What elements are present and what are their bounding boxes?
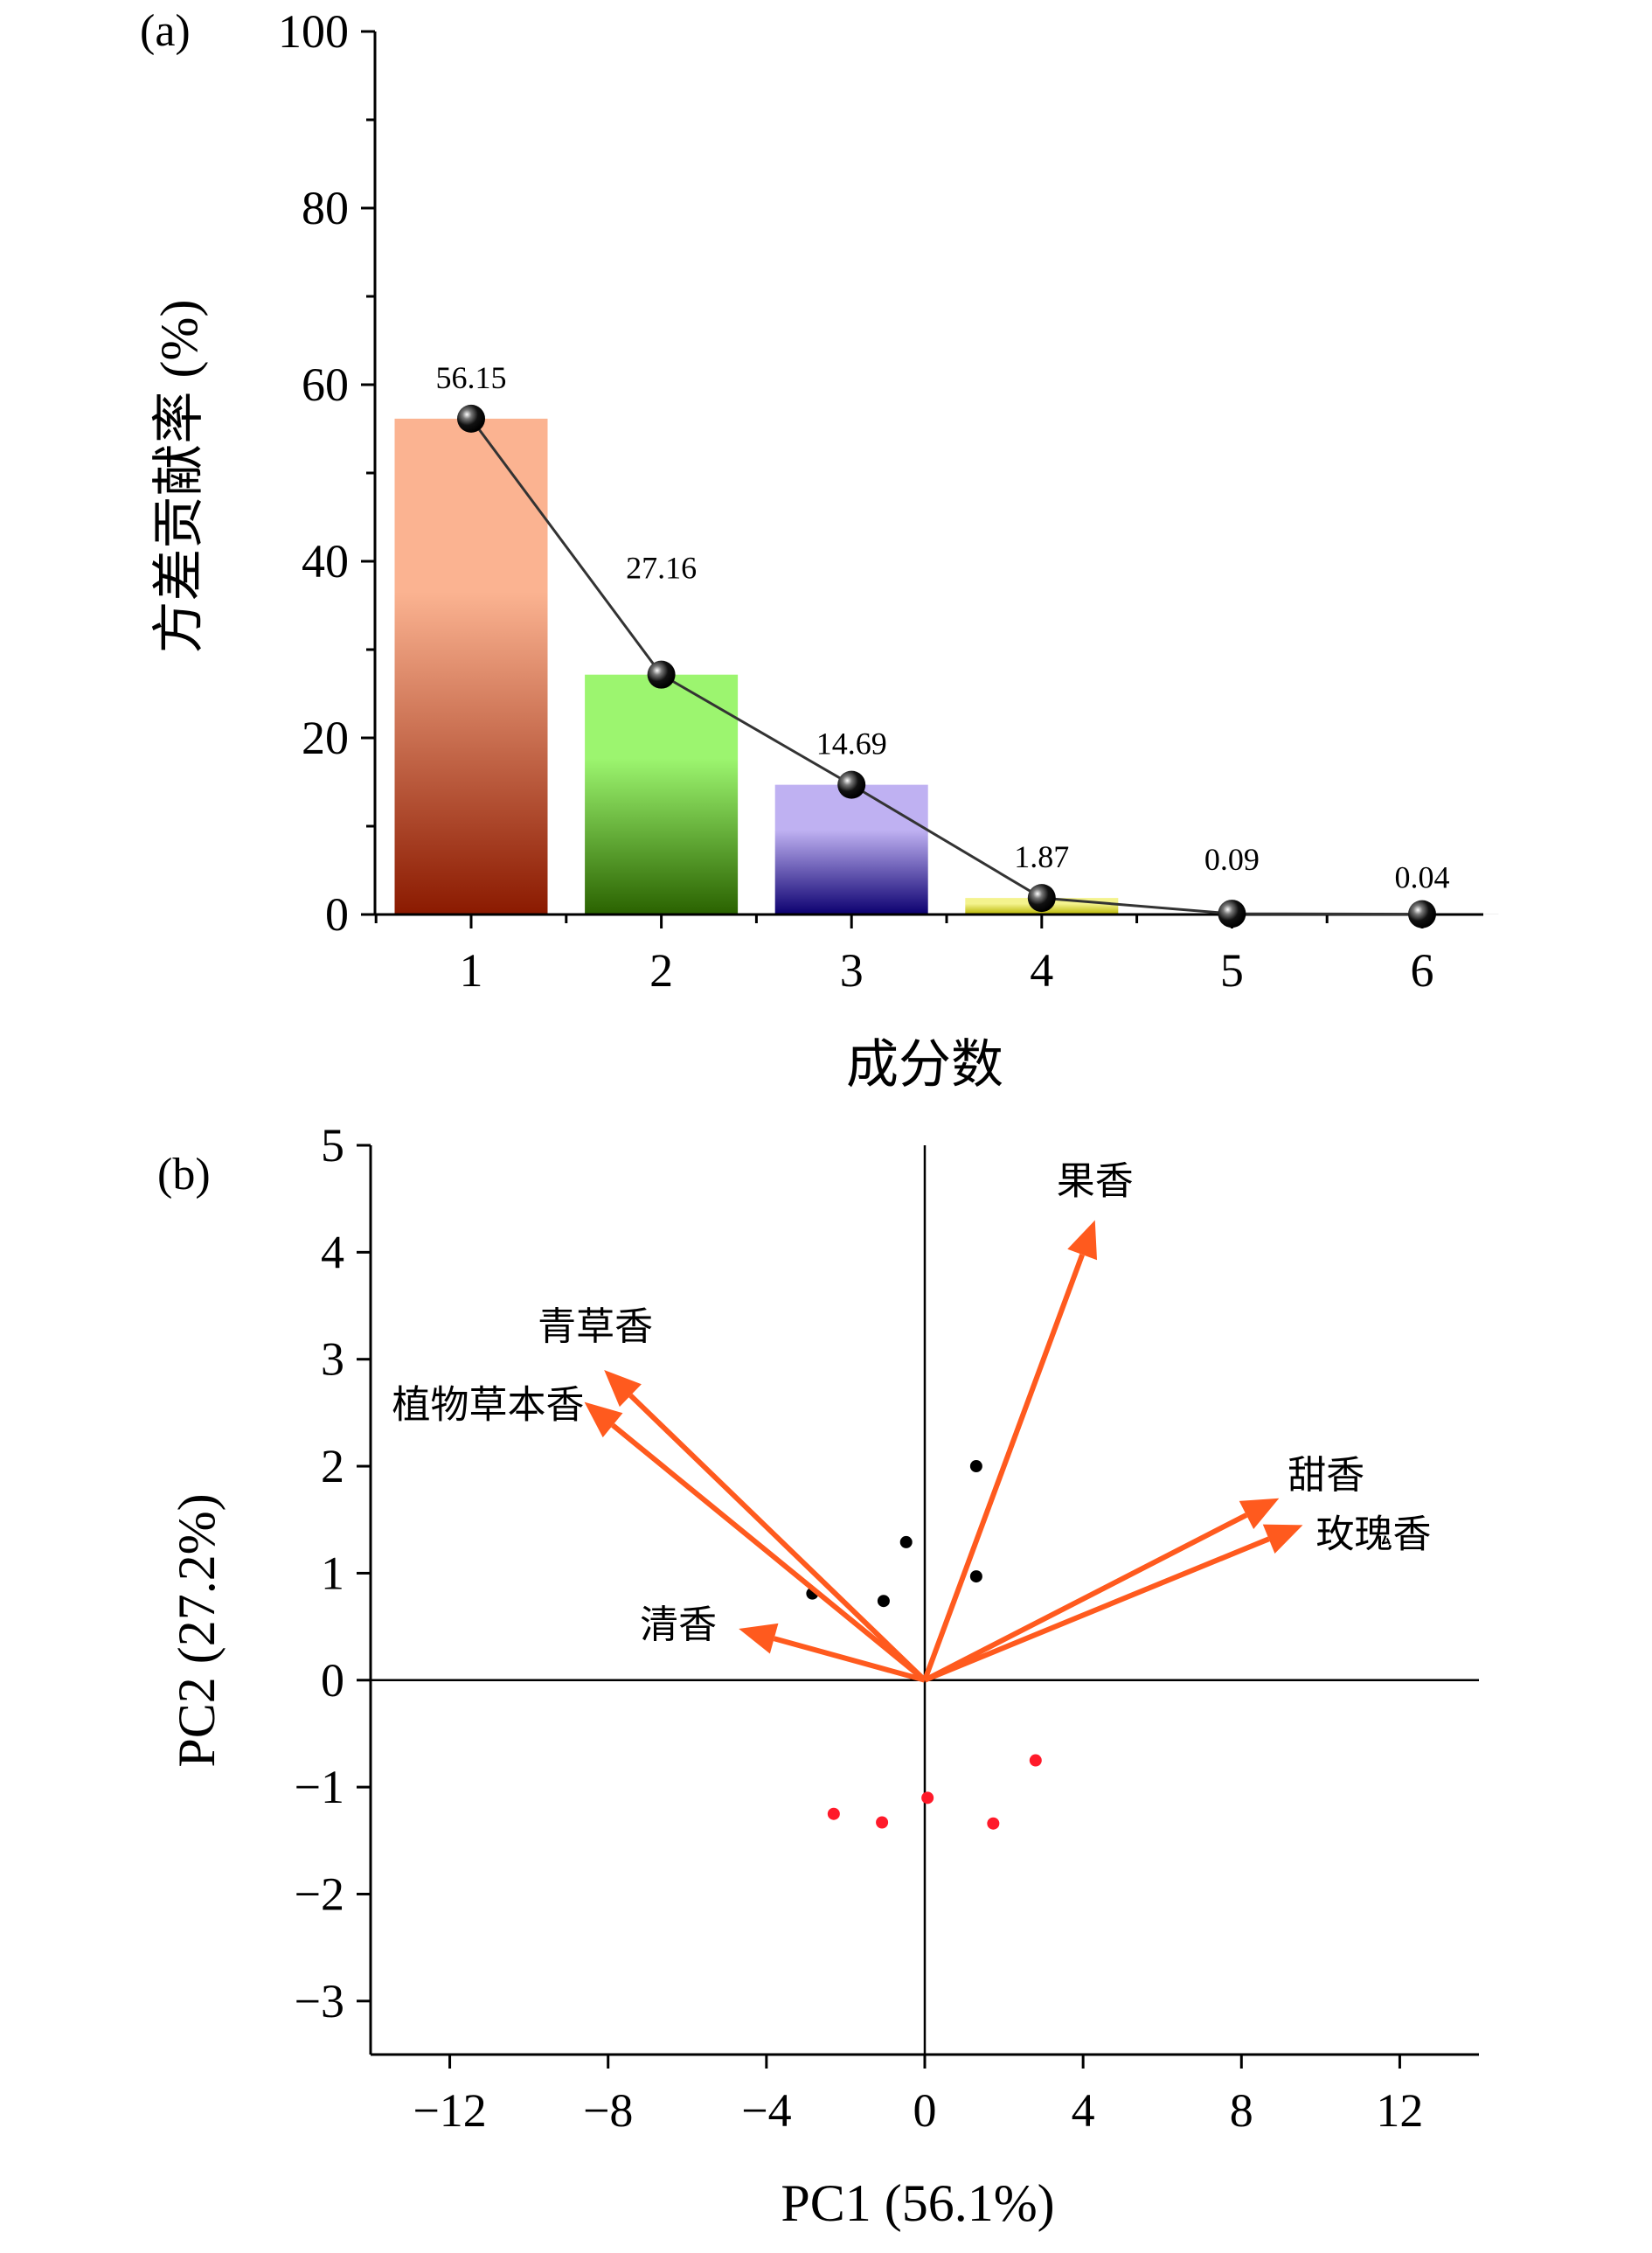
panel-b-xlabel: PC1 (56.1%) [781, 2174, 1054, 2232]
sample-point-red [1029, 1754, 1042, 1767]
loading-arrow-head [1262, 1524, 1303, 1554]
panel-b-biplot: (b) PC1 (56.1%) PC2 (27.2%) −3−2−1012345… [157, 1119, 1479, 2232]
y-tick-label: 1 [321, 1547, 344, 1599]
scree-marker [1218, 900, 1246, 928]
loading-arrow-head [1239, 1498, 1280, 1529]
sample-point-red [987, 1817, 1000, 1830]
y-tick-label: 100 [278, 5, 349, 58]
panel-a-scree-chart: (a) 成分数 方差贡献率 (%) 0 20 40 60 80 100 1 2 3 4 5 6 56.1… [140, 5, 1499, 1094]
bar-3 [774, 784, 928, 914]
y-tick-label: 5 [321, 1119, 344, 1172]
data-label: 1.87 [1014, 839, 1069, 874]
loading-arrow-line [923, 1512, 1248, 1683]
data-label: 56.15 [436, 360, 507, 395]
loading-label: 果香 [1057, 1160, 1134, 1203]
y-tick-label: 80 [302, 182, 349, 234]
x-tick-label: 3 [840, 944, 864, 997]
x-tick-label: 4 [1072, 2084, 1095, 2137]
x-tick-label: 2 [649, 944, 673, 997]
sample-point-black [899, 1535, 913, 1548]
y-tick-label: −3 [295, 1975, 344, 2027]
scree-line [469, 417, 1423, 916]
panel-b-ylabel: PC2 (27.2%) [168, 1493, 226, 1767]
panel-a-xlabel: 成分数 [846, 1036, 1003, 1094]
y-tick-label: −1 [295, 1761, 344, 1813]
y-tick-label: 4 [321, 1226, 344, 1278]
loading-arrow-head [739, 1623, 779, 1654]
x-tick-label: 5 [1220, 944, 1244, 997]
loading-label: 清香 [640, 1603, 717, 1646]
sample-point-black [969, 1460, 982, 1473]
loading-arrow-head [1067, 1220, 1098, 1261]
scree-marker [1027, 884, 1056, 913]
loading-arrow-line [922, 1253, 1085, 1681]
y-tick-label: −2 [295, 1867, 344, 1920]
x-tick-label: 8 [1230, 2084, 1253, 2137]
x-tick-label: 4 [1030, 944, 1053, 997]
data-label: 0.04 [1395, 860, 1450, 895]
scree-marker [647, 660, 676, 689]
y-tick-label: 0 [321, 1654, 344, 1707]
y-tick-label: 0 [325, 888, 349, 941]
loading-arrow-line [923, 1536, 1270, 1683]
sample-point-black [969, 1570, 982, 1583]
scree-marker [457, 404, 485, 433]
scree-marker [1408, 900, 1436, 928]
x-tick-label: −8 [583, 2084, 633, 2137]
x-tick-label: −4 [741, 2084, 791, 2137]
bar-2 [585, 674, 739, 914]
loading-label: 甜香 [1288, 1454, 1364, 1497]
loading-arrow-line [611, 1422, 927, 1683]
y-tick-label: 60 [302, 358, 349, 411]
y-tick-label: 20 [302, 712, 349, 764]
panel-b-label: (b) [157, 1150, 211, 1200]
loading-arrow-head [604, 1369, 642, 1408]
loading-arrow-line [773, 1636, 926, 1683]
data-label: 14.69 [816, 727, 887, 761]
x-tick-label: 1 [460, 944, 483, 997]
panel-a-label: (a) [140, 6, 191, 56]
scree-marker [837, 770, 866, 799]
bar-1 [394, 418, 548, 914]
x-tick-label: −12 [413, 2084, 486, 2137]
x-tick-label: 12 [1376, 2084, 1423, 2137]
x-tick-label: 0 [913, 2084, 937, 2137]
y-tick-label: 2 [321, 1440, 344, 1492]
loading-label: 植物草本香 [392, 1384, 585, 1427]
loading-arrow-line [628, 1393, 927, 1682]
data-label: 27.16 [626, 551, 697, 586]
panel-a-ylabel: 方差贡献率 (%) [150, 300, 208, 654]
sample-point-black [877, 1595, 890, 1608]
y-tick-label: 40 [302, 535, 349, 588]
sample-point-red [827, 1807, 840, 1820]
sample-point-red [921, 1791, 934, 1804]
sample-point-red [876, 1816, 889, 1829]
y-tick-label: 3 [321, 1333, 344, 1386]
loading-label: 玫瑰香 [1315, 1512, 1431, 1555]
data-label: 0.09 [1204, 842, 1260, 877]
loading-arrow-head [584, 1401, 623, 1438]
x-tick-label: 6 [1411, 944, 1434, 997]
loading-label: 青草香 [538, 1305, 653, 1348]
